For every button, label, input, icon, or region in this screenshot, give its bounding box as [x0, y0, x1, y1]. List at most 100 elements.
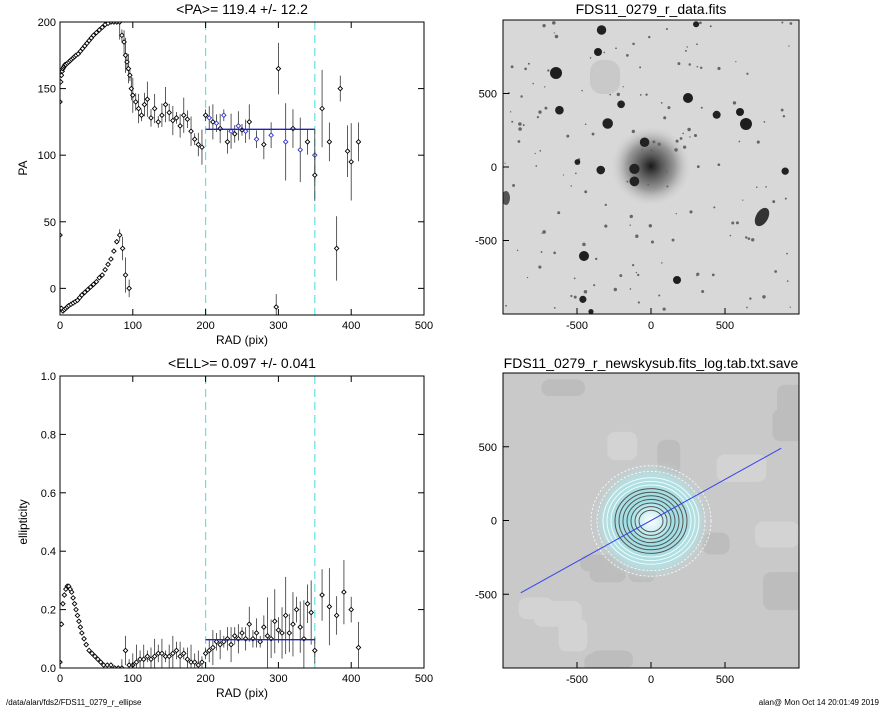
star	[686, 46, 688, 48]
data-point	[271, 618, 278, 625]
star	[609, 93, 612, 96]
pa-panel: <PA>= 119.4 +/- 12.2 0 100 200 300 400 500 0 50…	[16, 1, 433, 347]
data-point	[113, 238, 120, 245]
ell-limit-lines	[205, 376, 316, 668]
data-image-ticks: -500 0 500 -500 0 500	[475, 89, 734, 333]
y-tick-label: 0	[491, 162, 497, 174]
star	[744, 236, 748, 239]
x-tick-label: 300	[269, 673, 287, 685]
outer-isophote	[590, 465, 712, 577]
data-point	[96, 274, 103, 281]
data-point	[261, 141, 267, 148]
star	[712, 110, 721, 119]
star	[660, 102, 663, 104]
data-point	[191, 136, 198, 143]
star	[738, 140, 741, 143]
data-point	[242, 635, 249, 642]
star	[635, 271, 638, 274]
star	[674, 148, 678, 152]
star	[658, 294, 661, 297]
data-point	[127, 72, 133, 79]
star	[682, 132, 684, 135]
x-tick-label: 500	[716, 674, 734, 686]
star	[604, 224, 608, 228]
data-point	[141, 101, 148, 108]
data-point	[348, 606, 355, 613]
data-point	[60, 72, 65, 79]
data-point	[235, 123, 242, 129]
data-point	[355, 644, 362, 651]
data-point	[140, 656, 147, 663]
data-point	[89, 650, 95, 657]
star	[554, 34, 559, 39]
star	[631, 129, 636, 134]
data-point	[191, 659, 198, 665]
data-point	[311, 647, 318, 654]
star	[679, 137, 683, 140]
y-tick-label: 0	[491, 516, 497, 528]
star	[637, 273, 640, 277]
data-point	[99, 272, 106, 278]
star	[781, 21, 784, 24]
pa-ticks: 0 100 200 300 400 500 0 50 100 150 200	[38, 17, 434, 332]
bright-star	[740, 118, 752, 130]
data-point	[84, 286, 91, 293]
star	[629, 224, 631, 226]
y-tick-label: 0	[50, 283, 56, 295]
star	[589, 57, 592, 59]
x-tick-label: 400	[342, 673, 360, 685]
star	[780, 108, 784, 112]
star	[763, 121, 766, 123]
star	[629, 288, 632, 290]
data-point	[126, 285, 132, 292]
data-point	[173, 115, 180, 121]
ell-points	[60, 559, 362, 668]
data-point	[173, 647, 180, 654]
star	[591, 132, 595, 136]
data-point	[170, 117, 176, 124]
star	[538, 110, 542, 114]
bright-star	[736, 108, 744, 116]
y-tick-label: 0.8	[41, 429, 56, 441]
star	[789, 22, 793, 25]
masked-region	[579, 554, 605, 572]
star	[617, 100, 625, 109]
star	[595, 257, 598, 261]
data-point	[76, 618, 82, 625]
data-point	[213, 120, 220, 127]
data-point	[155, 650, 162, 657]
bright-star	[579, 251, 589, 261]
data-point	[99, 24, 106, 31]
data-point	[220, 638, 227, 645]
data-point	[100, 662, 107, 668]
data-point	[224, 139, 231, 145]
y-tick-label: 50	[44, 217, 56, 229]
bright-star	[594, 48, 602, 56]
data-point	[159, 650, 165, 657]
masked-region	[607, 431, 638, 461]
star	[687, 127, 691, 132]
star	[639, 93, 642, 96]
masked-region	[584, 653, 618, 668]
star	[751, 238, 755, 242]
star	[749, 297, 752, 300]
star	[512, 184, 516, 187]
data-point	[184, 656, 191, 663]
pa-xlabel: RAD (pix)	[216, 333, 268, 347]
data-image-title: FDS11_0279_r_data.fits	[576, 1, 727, 17]
star	[729, 234, 732, 237]
star	[524, 67, 527, 71]
x-tick-label: 500	[415, 320, 433, 332]
star	[575, 172, 577, 175]
ell-title: <ELL>= 0.097 +/- 0.041	[168, 355, 316, 371]
star	[527, 62, 530, 65]
data-point	[199, 144, 205, 151]
model-image-title: FDS11_0279_r_newskysub.fits_log.tab.txt.…	[504, 355, 799, 371]
star	[677, 62, 681, 66]
star	[699, 21, 702, 25]
star	[596, 165, 606, 175]
data-image	[503, 20, 799, 314]
pa-plot-frame	[59, 21, 425, 316]
outer-isophote	[596, 470, 706, 572]
data-point	[70, 595, 76, 601]
